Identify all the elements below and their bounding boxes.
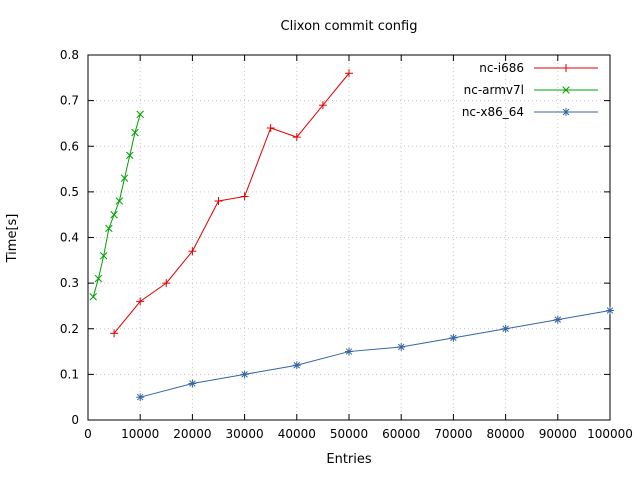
marker-x — [120, 174, 129, 182]
marker-asterisk — [345, 347, 353, 356]
x-tick-label: 60000 — [382, 427, 420, 441]
marker-asterisk — [562, 108, 570, 116]
y-axis-label: Time[s] — [5, 214, 20, 264]
chart-title: Clixon commit config — [281, 19, 418, 34]
marker-x — [99, 251, 108, 260]
marker-asterisk — [292, 361, 301, 370]
marker-x — [94, 274, 103, 283]
marker-x — [110, 210, 118, 219]
y-tick-label: 0.5 — [60, 185, 79, 199]
x-tick-label: 50000 — [330, 427, 368, 441]
legend-sample-nc-i686 — [534, 64, 598, 72]
marker-plus — [292, 133, 301, 142]
marker-plus — [214, 197, 223, 205]
x-tick-label: 80000 — [487, 427, 525, 441]
y-tick-label: 0.6 — [60, 139, 79, 153]
marker-asterisk — [240, 370, 249, 379]
marker-x — [105, 224, 113, 233]
legend-label: nc-i686 — [479, 61, 524, 75]
series-line-nc-x86_64 — [140, 310, 611, 398]
marker-asterisk — [606, 306, 614, 315]
marker-plus — [110, 329, 119, 338]
marker-asterisk — [188, 379, 197, 388]
x-tick-label: 70000 — [434, 427, 472, 441]
marker-x — [131, 128, 139, 137]
marker-plus — [345, 69, 353, 78]
y-tick-label: 0.4 — [60, 231, 79, 245]
marker-x — [562, 86, 570, 94]
marker-plus — [266, 124, 275, 132]
y-tick-label: 0.2 — [60, 322, 79, 336]
marker-plus — [318, 101, 327, 110]
marker-asterisk — [449, 333, 458, 342]
y-tick-label: 0.8 — [60, 48, 79, 62]
series-line-nc-i686 — [113, 72, 350, 334]
series-nc-i686 — [110, 69, 353, 338]
x-tick-label: 30000 — [226, 427, 264, 441]
marker-x — [126, 151, 134, 160]
x-axis-label: Entries — [326, 452, 372, 467]
marker-x — [115, 197, 124, 205]
marker-asterisk — [501, 324, 510, 333]
marker-plus — [240, 192, 249, 201]
marker-asterisk — [397, 343, 406, 351]
x-tick-label: 100000 — [587, 427, 633, 441]
marker-x — [89, 293, 97, 301]
legend-label: nc-x86_64 — [462, 105, 524, 119]
marker-plus — [162, 279, 171, 288]
y-tick-label: 0.3 — [60, 276, 79, 290]
legend-sample-nc-armv7l — [534, 86, 598, 94]
legend-label: nc-armv7l — [464, 83, 524, 97]
legend-entry-nc-i686: nc-i686 — [479, 61, 598, 75]
series-nc-x86_64 — [136, 306, 614, 402]
marker-asterisk — [553, 315, 562, 324]
y-tick-label: 0 — [71, 413, 79, 427]
marker-plus — [136, 297, 145, 306]
y-tick-label: 0.7 — [60, 94, 79, 108]
legend-entry-nc-x86_64: nc-x86_64 — [462, 105, 598, 119]
plot-border — [87, 54, 611, 421]
marker-asterisk — [136, 393, 145, 402]
marker-x — [136, 110, 144, 119]
x-tick-label: 40000 — [278, 427, 316, 441]
series-line-nc-armv7l — [92, 114, 141, 297]
marker-plus — [562, 64, 570, 72]
plot-content: 0 10000 20000 30000 40000 50000 60000 70000 8000… — [60, 48, 633, 441]
y-tick-label: 0.1 — [60, 367, 79, 381]
series-nc-armv7l — [89, 110, 144, 301]
x-tick-label: 10000 — [121, 427, 159, 441]
legend-sample-nc-x86_64 — [534, 108, 598, 116]
x-tick-label: 90000 — [539, 427, 577, 441]
x-tick-label: 0 — [84, 427, 92, 441]
x-tick-label: 20000 — [173, 427, 211, 441]
legend-entry-nc-armv7l: nc-armv7l — [464, 83, 598, 97]
marker-plus — [188, 247, 197, 256]
